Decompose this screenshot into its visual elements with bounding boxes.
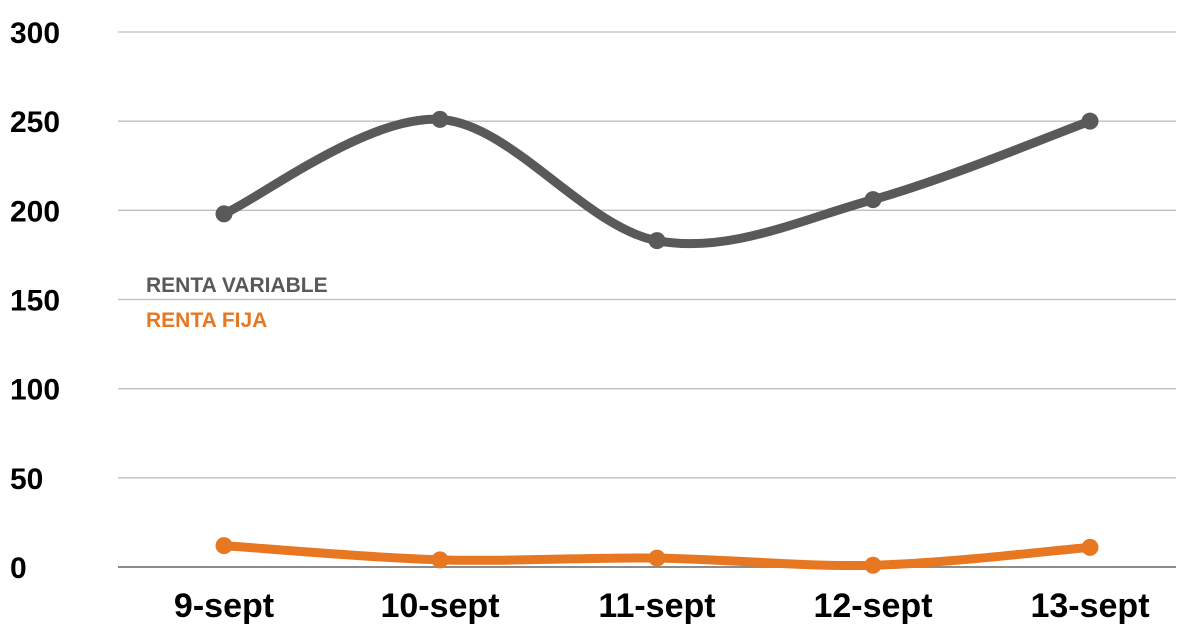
- data-point-renta-fija: [864, 556, 882, 574]
- data-point-renta-fija: [215, 537, 233, 555]
- series-line-renta-variable: [219, 114, 1095, 249]
- series-lines: [215, 110, 1099, 574]
- data-point-renta-variable: [431, 110, 449, 128]
- legend-label-renta-fija: RENTA FIJA: [146, 309, 267, 332]
- x-axis-tick-labels: 9-sept 10-sept 11-sept 12-sept 13-sept: [174, 587, 1150, 625]
- y-tick-label: 300: [10, 17, 60, 50]
- legend: RENTA VARIABLE RENTA FIJA: [146, 274, 328, 332]
- x-tick-label: 9-sept: [174, 587, 274, 625]
- data-point-renta-fija: [648, 549, 666, 567]
- gridlines: [118, 31, 1176, 568]
- data-point-renta-variable: [1081, 112, 1099, 130]
- y-tick-label: 100: [10, 374, 60, 407]
- data-point-renta-variable: [215, 205, 233, 223]
- x-tick-label: 11-sept: [598, 587, 715, 625]
- data-point-renta-variable: [648, 232, 666, 250]
- y-tick-label: 0: [10, 552, 27, 585]
- x-tick-label: 12-sept: [813, 587, 932, 625]
- y-tick-label: 150: [10, 285, 60, 318]
- y-tick-label: 250: [10, 106, 60, 139]
- x-tick-label: 13-sept: [1030, 587, 1149, 625]
- data-point-renta-fija: [1081, 538, 1099, 556]
- legend-label-renta-variable: RENTA VARIABLE: [146, 274, 328, 297]
- y-tick-label: 200: [10, 195, 60, 228]
- data-point-renta-variable: [864, 191, 882, 209]
- data-point-renta-fija: [431, 551, 449, 569]
- x-tick-label: 10-sept: [380, 587, 499, 625]
- y-tick-label: 50: [10, 463, 43, 496]
- y-axis-tick-labels: 0 50 100 150 200 250 300: [10, 17, 60, 585]
